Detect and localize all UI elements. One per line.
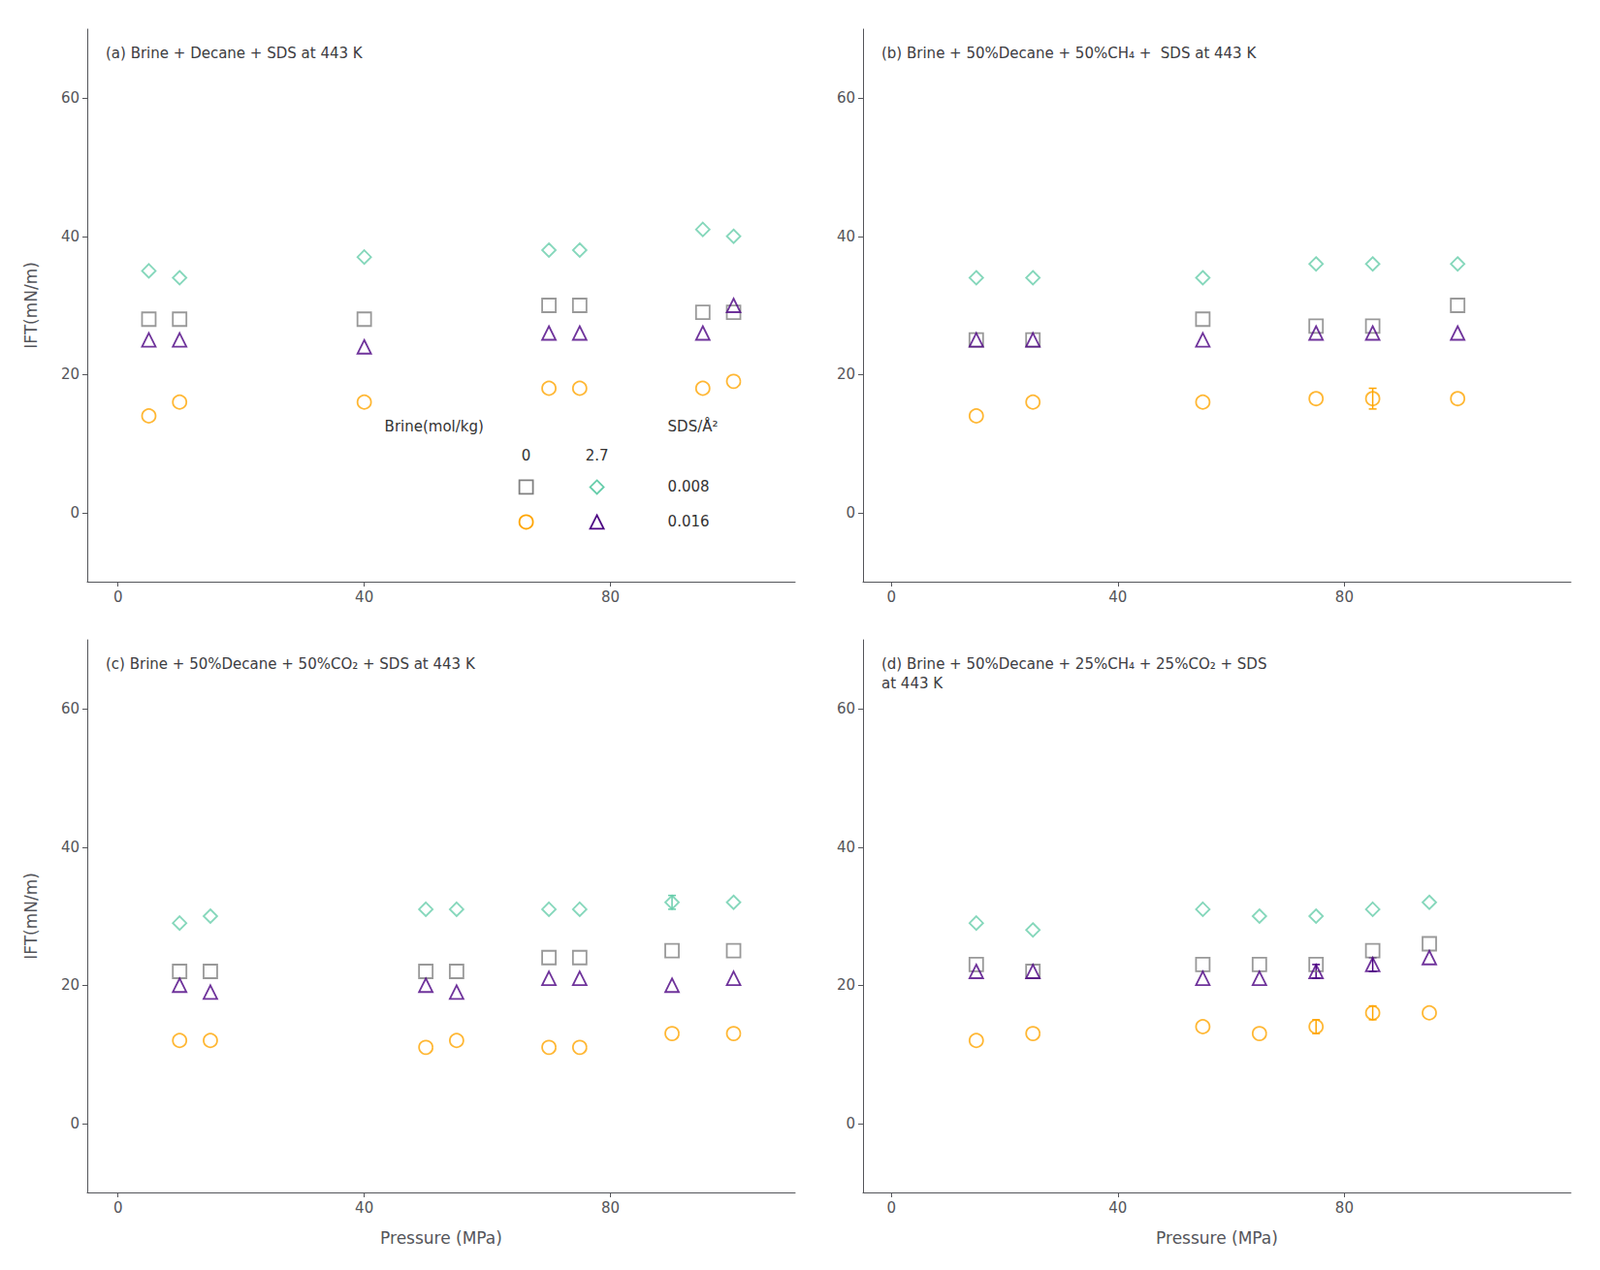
svg-text:80: 80: [1335, 588, 1354, 607]
svg-text:0.008: 0.008: [668, 478, 710, 496]
svg-text:60: 60: [61, 700, 80, 718]
svg-text:40: 40: [836, 227, 856, 246]
svg-text:40: 40: [61, 838, 80, 857]
svg-text:80: 80: [601, 1199, 620, 1217]
svg-text:2.7: 2.7: [585, 447, 609, 465]
svg-text:40: 40: [61, 227, 80, 246]
svg-text:20: 20: [836, 976, 856, 994]
svg-text:20: 20: [61, 365, 80, 384]
svg-text:60: 60: [61, 89, 80, 107]
svg-text:IFT(mN/m): IFT(mN/m): [21, 261, 41, 350]
svg-text:at 443 K: at 443 K: [881, 674, 944, 693]
svg-text:20: 20: [836, 365, 856, 384]
svg-text:60: 60: [836, 89, 856, 107]
svg-text:SDS/Å²: SDS/Å²: [668, 416, 719, 436]
svg-text:0: 0: [845, 504, 856, 522]
svg-text:40: 40: [836, 838, 856, 857]
svg-text:0: 0: [521, 447, 532, 465]
svg-text:(a) Brine + Decane + SDS at 44: (a) Brine + Decane + SDS at 443 K: [105, 44, 364, 63]
svg-text:0: 0: [113, 1199, 124, 1217]
svg-text:80: 80: [601, 588, 620, 607]
svg-text:40: 40: [1108, 588, 1127, 607]
svg-text:IFT(mN/m): IFT(mN/m): [21, 872, 41, 960]
svg-text:0.016: 0.016: [668, 512, 710, 531]
svg-text:0: 0: [113, 588, 124, 607]
svg-text:0: 0: [886, 588, 896, 607]
svg-text:60: 60: [836, 700, 856, 718]
svg-text:Pressure (MPa): Pressure (MPa): [380, 1228, 503, 1248]
svg-text:(c) Brine + 50%Decane + 50%CO₂: (c) Brine + 50%Decane + 50%CO₂ + SDS at …: [105, 655, 477, 673]
svg-text:(d) Brine + 50%Decane + 25%CH₄: (d) Brine + 50%Decane + 25%CH₄ + 25%CO₂ …: [881, 655, 1267, 673]
svg-text:0: 0: [886, 1199, 896, 1217]
svg-text:0: 0: [69, 504, 80, 522]
svg-text:40: 40: [1108, 1199, 1127, 1217]
svg-text:0: 0: [69, 1115, 80, 1133]
svg-text:40: 40: [354, 1199, 374, 1217]
svg-text:20: 20: [61, 976, 80, 994]
svg-text:0: 0: [845, 1115, 856, 1133]
svg-text:80: 80: [1335, 1199, 1354, 1217]
svg-text:Brine(mol/kg): Brine(mol/kg): [384, 417, 484, 436]
svg-text:Pressure (MPa): Pressure (MPa): [1155, 1228, 1279, 1248]
svg-text:40: 40: [354, 588, 374, 607]
svg-text:(b) Brine + 50%Decane + 50%CH₄: (b) Brine + 50%Decane + 50%CH₄ + SDS at …: [881, 44, 1257, 63]
